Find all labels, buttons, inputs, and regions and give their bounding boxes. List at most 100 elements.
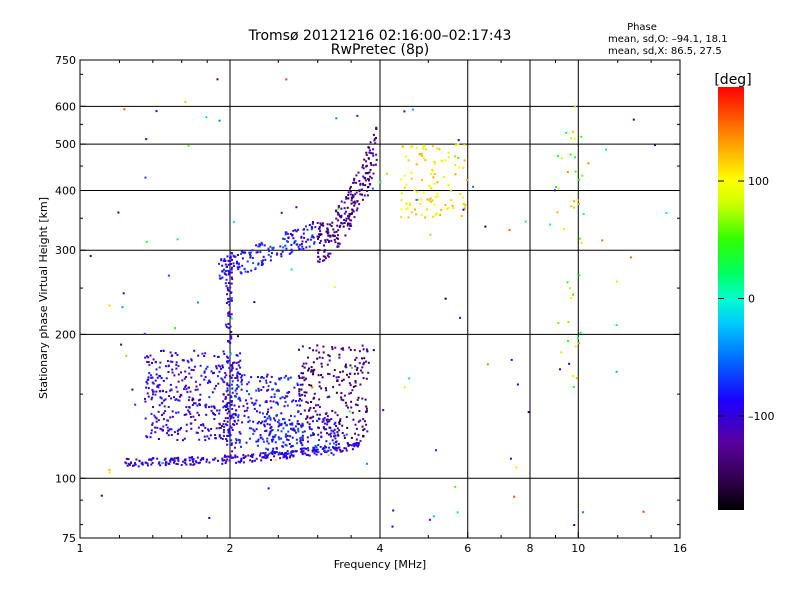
data-point: [157, 438, 160, 440]
data-point: [311, 450, 314, 453]
data-point: [161, 414, 163, 416]
data-point: [238, 266, 241, 269]
data-point: [166, 360, 169, 363]
data-point: [167, 434, 170, 437]
data-point: [357, 444, 360, 446]
data-point: [239, 352, 242, 355]
data-point: [305, 391, 308, 394]
data-point: [227, 314, 230, 317]
data-point: [362, 363, 365, 366]
data-point: [322, 418, 325, 421]
data-point: [226, 355, 229, 358]
data-point: [351, 194, 354, 197]
data-point: [327, 354, 330, 357]
data-point: [210, 405, 213, 408]
data-point: [175, 386, 178, 389]
data-point: [299, 243, 301, 246]
data-point: [206, 435, 209, 438]
data-point: [239, 373, 241, 376]
data-point: [196, 404, 199, 407]
data-point: [213, 355, 216, 358]
data-point: [299, 437, 302, 440]
data-point: [331, 346, 334, 349]
data-point: [374, 163, 377, 166]
data-point: [173, 461, 175, 464]
data-point: [355, 427, 358, 430]
data-point: [286, 457, 289, 459]
data-point: [159, 427, 162, 430]
data-point: [257, 245, 260, 248]
data-point: [362, 182, 365, 185]
data-point: [146, 392, 149, 395]
data-point: [260, 436, 263, 439]
data-point: [204, 439, 207, 442]
data-point: [227, 430, 230, 433]
data-point: [223, 405, 226, 408]
data-point: [319, 445, 322, 448]
data-point: [246, 402, 249, 405]
data-point: [372, 154, 375, 157]
data-point: [144, 417, 147, 420]
data-point: [332, 234, 334, 237]
data-point: [347, 445, 350, 447]
data-point: [248, 251, 251, 254]
data-point: [265, 429, 268, 432]
data-point: [347, 191, 350, 194]
data-point: [343, 207, 346, 210]
data-point: [298, 394, 301, 397]
data-point: [266, 389, 269, 392]
data-point: [292, 450, 295, 453]
data-point: [312, 407, 315, 409]
data-point: [362, 429, 365, 432]
data-point: [281, 396, 284, 399]
data-point: [284, 443, 287, 446]
data-point: [216, 409, 219, 412]
data-point: [357, 420, 360, 423]
data-point: [367, 361, 370, 364]
data-point: [349, 193, 352, 196]
data-point: [236, 375, 239, 378]
stats-title: Phase: [627, 22, 657, 33]
data-point: [283, 405, 286, 408]
data-point: [170, 458, 173, 461]
data-point: [160, 397, 163, 400]
data-point: [433, 160, 436, 163]
data-point: [230, 337, 233, 340]
data-point: [149, 374, 152, 377]
data-point: [278, 452, 281, 455]
data-point: [406, 206, 409, 209]
data-point: [209, 381, 212, 384]
data-point: [203, 378, 206, 381]
data-point: [323, 417, 326, 420]
data-point: [355, 356, 358, 359]
data-point: [463, 144, 466, 147]
data-point: [230, 271, 233, 274]
data-point: [194, 419, 197, 421]
data-point: [615, 370, 618, 373]
data-point: [147, 387, 150, 390]
data-point: [329, 223, 332, 226]
data-point: [230, 282, 233, 285]
data-point: [249, 455, 252, 458]
data-point: [230, 313, 233, 316]
data-point: [246, 260, 249, 263]
data-point: [322, 255, 325, 258]
data-point: [173, 431, 176, 434]
data-point: [305, 240, 308, 243]
data-point: [295, 230, 298, 233]
data-point: [325, 446, 328, 449]
data-point: [162, 425, 165, 428]
data-point: [229, 404, 232, 407]
data-point: [198, 403, 201, 405]
data-point: [191, 404, 194, 406]
data-point: [228, 311, 231, 314]
data-point: [230, 415, 233, 418]
data-point: [330, 435, 332, 438]
data-point: [253, 430, 256, 433]
data-point: [232, 416, 235, 419]
data-point: [338, 226, 341, 229]
data-point: [324, 413, 327, 415]
data-point: [280, 211, 283, 214]
data-point: [299, 398, 301, 400]
